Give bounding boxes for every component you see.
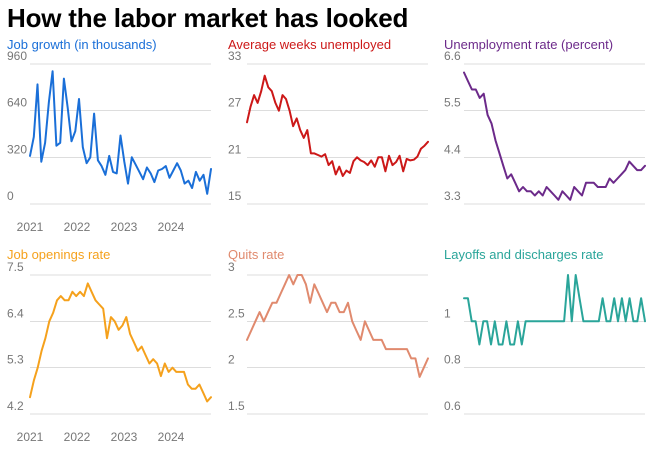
y-tick-label: 6.6 [444,49,461,63]
x-tick-label: 2023 [111,220,138,234]
x-tick-label: 2021 [17,430,44,444]
y-tick-label: 21 [228,142,242,156]
x-tick-label: 2022 [64,430,91,444]
series-line [463,71,646,201]
y-tick-label: 4.2 [7,399,24,413]
y-tick-label: 3 [228,260,235,274]
y-tick-label: 15 [228,189,242,203]
y-tick-label: 4.4 [444,142,461,156]
y-tick-label: 6.4 [7,306,24,320]
y-tick-label: 640 [7,96,27,110]
y-tick-label: 5.3 [7,353,24,367]
y-tick-label: 2.5 [228,306,245,320]
y-tick-label: 7.5 [7,260,24,274]
panel-title: Quits rate [228,247,284,262]
series-line [463,274,646,346]
y-tick-label: 2 [228,353,235,367]
y-tick-label: 320 [7,142,27,156]
y-tick-label: 960 [7,49,27,63]
page-title: How the labor market has looked [7,3,409,33]
y-tick-label: 3.3 [444,189,461,203]
series-line [29,282,212,403]
x-tick-label: 2024 [158,220,185,234]
series-line [246,74,429,177]
y-tick-label: 5.5 [444,96,461,110]
y-tick-label: 0.8 [444,353,461,367]
x-tick-label: 2021 [17,220,44,234]
series-line [29,70,212,195]
series-line [246,274,429,378]
y-tick-label: 27 [228,96,242,110]
x-tick-label: 2023 [111,430,138,444]
y-tick-label: 0.6 [444,399,461,413]
panel-title: Average weeks unemployed [228,37,391,52]
panel-title: Job openings rate [7,247,110,262]
panel-title: Job growth (in thousands) [7,37,157,52]
y-tick-label: 0 [7,189,14,203]
y-tick-label: 1.5 [228,399,245,413]
x-tick-label: 2022 [64,220,91,234]
y-tick-label: 33 [228,49,242,63]
panel-title: Layoffs and discharges rate [444,247,603,262]
y-tick-label: 1 [444,306,451,320]
panel-title: Unemployment rate (percent) [444,37,613,52]
x-tick-label: 2024 [158,430,185,444]
